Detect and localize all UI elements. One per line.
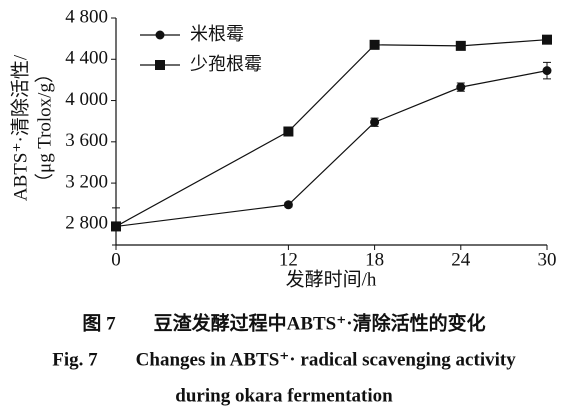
caption: during okara fermentation	[175, 385, 393, 406]
data-point	[455, 40, 466, 51]
legend-label: 少孢根霉	[190, 54, 262, 75]
caption: Fig. 7 Changes in ABTS⁺· radical scaveng…	[52, 349, 516, 370]
y-tick-label: 4 400	[65, 48, 108, 69]
data-point	[370, 117, 380, 127]
data-point	[111, 221, 121, 232]
y-tick-label: 2 800	[65, 213, 108, 234]
x-tick-label: 0	[111, 249, 121, 270]
x-tick-label: 24	[451, 249, 471, 270]
y-tick-label: 3 600	[65, 130, 108, 151]
legend-marker	[155, 60, 165, 70]
series-line	[115, 39, 548, 227]
data-point	[542, 34, 552, 45]
y-tick-label: 3 200	[65, 171, 108, 192]
y-tick-label: 4 800	[65, 6, 108, 27]
data-point	[456, 82, 466, 92]
y-tick-label: 4 000	[65, 89, 108, 110]
data-point	[369, 39, 380, 50]
data-point	[542, 66, 552, 76]
x-tick-label: 18	[365, 249, 384, 270]
y-axis-label: （μg Trolox/g）	[33, 64, 55, 192]
data-point	[283, 126, 294, 137]
series-line	[115, 70, 548, 228]
x-tick-label: 30	[538, 249, 557, 270]
x-tick-label: 12	[279, 249, 298, 270]
caption: 图 7 豆渣发酵过程中ABTS⁺·清除活性的变化	[82, 311, 485, 334]
x-axis-label: 发酵时间/h	[286, 268, 377, 290]
data-point	[283, 200, 293, 210]
legend-marker	[155, 30, 165, 40]
legend-label: 米根霉	[190, 24, 244, 45]
y-axis-label: ABTS⁺·清除活性/	[9, 54, 31, 201]
